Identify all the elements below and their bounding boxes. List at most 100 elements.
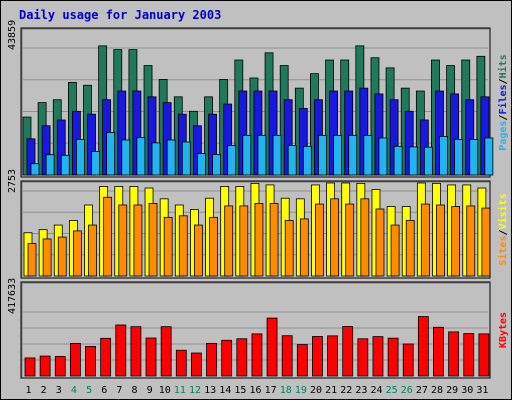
x-tick-label-24: 24 xyxy=(371,385,383,396)
bar-sites-27 xyxy=(420,203,430,277)
bar-kbytes-21 xyxy=(327,335,338,377)
bar-kbytes-13 xyxy=(206,342,217,377)
side-legend-kbytes: KBytes xyxy=(498,312,509,348)
bar-pages-5 xyxy=(91,151,100,176)
bar-pages-15 xyxy=(242,134,252,176)
bar-sites-14 xyxy=(224,205,234,277)
bar-sites-30 xyxy=(466,205,476,277)
x-tick-label-5: 5 xyxy=(86,385,92,396)
side-legend-pages: Pages xyxy=(498,121,509,151)
side-legend-hits: Hits xyxy=(497,54,509,78)
bar-kbytes-17 xyxy=(266,317,278,377)
bar-sites-25 xyxy=(390,224,400,277)
x-tick-label-4: 4 xyxy=(71,385,77,396)
x-tick-label-9: 9 xyxy=(147,385,153,396)
bar-kbytes-9 xyxy=(145,337,157,377)
x-tick-label-18: 18 xyxy=(280,385,292,396)
bar-pages-12 xyxy=(197,153,206,176)
bar-pages-18 xyxy=(287,145,297,176)
x-tick-label-10: 10 xyxy=(159,385,171,396)
x-tick-label-25: 25 xyxy=(386,385,398,396)
x-tick-label-17: 17 xyxy=(265,385,277,396)
bar-kbytes-30 xyxy=(463,333,475,377)
bar-pages-24 xyxy=(378,137,388,176)
bar-kbytes-31 xyxy=(478,333,490,377)
bar-kbytes-11 xyxy=(175,349,187,377)
x-tick-label-2: 2 xyxy=(41,385,47,396)
bar-kbytes-1 xyxy=(24,357,36,377)
axis-max-label-kbytes: 417633 xyxy=(7,278,18,314)
bar-kbytes-6 xyxy=(100,337,112,377)
bar-kbytes-16 xyxy=(251,333,263,377)
bar-pages-25 xyxy=(393,145,403,176)
bar-kbytes-28 xyxy=(433,326,444,377)
x-tick-label-1: 1 xyxy=(26,385,32,396)
bar-pages-3 xyxy=(60,154,70,176)
bar-sites-22 xyxy=(345,203,355,277)
bar-kbytes-4 xyxy=(69,342,81,377)
bar-sites-4 xyxy=(72,230,82,277)
x-tick-label-26: 26 xyxy=(401,385,413,396)
side-legend-hits-files-pages: Pages/Files/Hits xyxy=(497,54,509,150)
x-tick-label-23: 23 xyxy=(355,385,367,396)
bar-sites-31 xyxy=(481,207,491,277)
bar-kbytes-10 xyxy=(160,326,172,377)
bar-kbytes-27 xyxy=(417,316,429,377)
bar-sites-28 xyxy=(436,204,445,277)
bar-kbytes-24 xyxy=(372,336,384,377)
x-tick-label-7: 7 xyxy=(116,385,122,396)
bar-pages-1 xyxy=(30,163,40,176)
bar-pages-17 xyxy=(272,134,282,176)
bar-pages-8 xyxy=(136,137,146,176)
x-tick-label-31: 31 xyxy=(476,385,488,396)
bar-pages-21 xyxy=(333,134,342,176)
x-tick-label-11: 11 xyxy=(174,385,186,396)
bar-pages-2 xyxy=(45,154,55,176)
x-tick-label-8: 8 xyxy=(131,385,137,396)
bar-kbytes-20 xyxy=(312,336,323,377)
side-legend-visits: Visits xyxy=(497,193,509,229)
bar-pages-30 xyxy=(469,138,479,176)
x-tick-label-22: 22 xyxy=(340,385,352,396)
bar-kbytes-15 xyxy=(236,338,248,377)
bar-pages-9 xyxy=(151,142,161,176)
bar-pages-29 xyxy=(454,138,464,176)
bar-sites-6 xyxy=(103,196,113,277)
x-tick-label-3: 3 xyxy=(56,385,62,396)
bar-sites-15 xyxy=(239,205,249,277)
bar-kbytes-5 xyxy=(85,346,96,377)
bar-sites-29 xyxy=(451,206,461,277)
x-tick-label-20: 20 xyxy=(310,385,322,396)
bar-pages-23 xyxy=(363,134,373,176)
bar-kbytes-18 xyxy=(281,335,293,377)
bar-sites-3 xyxy=(57,236,67,277)
panel-kbytes: 417633 KBytes xyxy=(7,278,509,379)
bar-kbytes-22 xyxy=(342,326,354,377)
x-tick-label-19: 19 xyxy=(295,385,307,396)
side-legend-separator: / xyxy=(498,78,509,84)
panel-visits-sites: 2753 Sites/Visits xyxy=(7,169,509,279)
side-legend-sites: Sites xyxy=(497,236,509,266)
bar-pages-16 xyxy=(257,134,267,176)
side-legend-kbytes: KBytes xyxy=(498,312,509,348)
bar-sites-7 xyxy=(118,204,128,277)
x-axis-labels: 1 2 3 4 5 6 7 8 9 10 11 12 13 14 15 16 17 18 19 20 21 22 23 24 2… xyxy=(26,385,489,396)
x-tick-label-14: 14 xyxy=(219,385,231,396)
chart-title: Daily usage for January 2003 xyxy=(19,8,221,22)
x-tick-label-12: 12 xyxy=(189,385,201,396)
bar-kbytes-8 xyxy=(130,326,142,377)
axis-max-label-visits-sites: 2753 xyxy=(7,169,18,193)
bar-sites-16 xyxy=(254,203,264,277)
bar-sites-12 xyxy=(194,224,203,277)
chart-panels: 43859Pages/Files/Hits2753Sites/Visits417… xyxy=(7,20,509,379)
bar-sites-19 xyxy=(299,218,309,277)
x-tick-label-27: 27 xyxy=(416,385,428,396)
bar-sites-18 xyxy=(284,220,294,277)
bar-pages-20 xyxy=(318,134,327,176)
bar-sites-8 xyxy=(133,204,143,277)
bar-kbytes-3 xyxy=(54,355,66,377)
bar-pages-22 xyxy=(348,134,358,176)
bar-kbytes-7 xyxy=(115,324,127,377)
bar-kbytes-25 xyxy=(387,337,399,377)
